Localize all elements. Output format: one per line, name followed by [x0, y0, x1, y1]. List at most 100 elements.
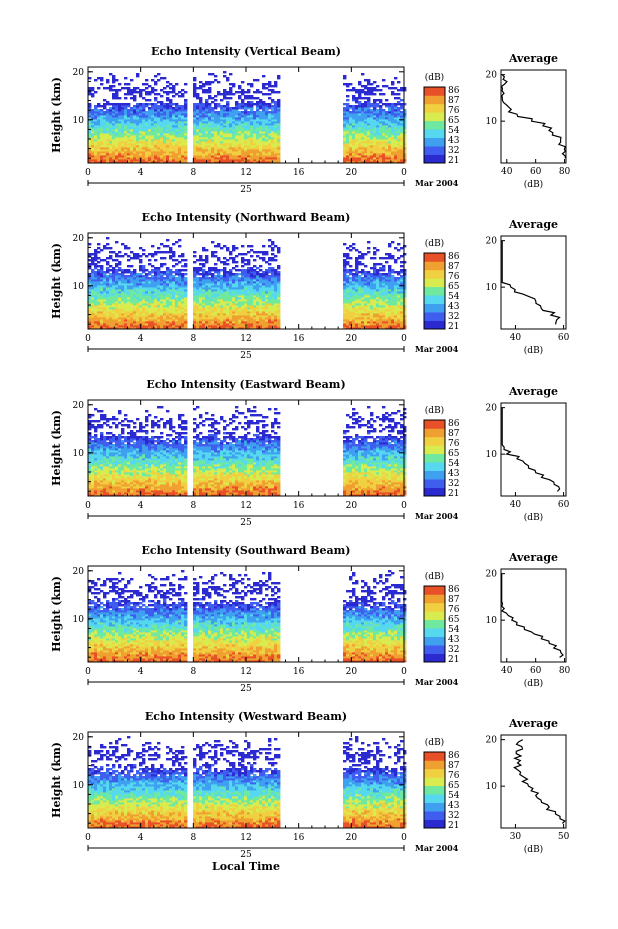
- heatmap-cell: [124, 115, 128, 118]
- heatmap-cell: [268, 161, 272, 164]
- heatmap-cell: [97, 139, 101, 142]
- heatmap-cell: [136, 131, 140, 134]
- heatmap-cell: [175, 127, 179, 130]
- heatmap-cell: [361, 325, 365, 328]
- heatmap-cell: [202, 159, 206, 162]
- heatmap-cell: [253, 155, 257, 158]
- heatmap-cell: [226, 149, 230, 152]
- heatmap-cell: [379, 121, 383, 124]
- heatmap-cell: [175, 313, 179, 316]
- heatmap-cell: [100, 141, 104, 144]
- heatmap-cell: [148, 125, 152, 128]
- heatmap-cell: [379, 129, 383, 132]
- heatmap-cell: [199, 115, 203, 118]
- heatmap-cell: [88, 137, 92, 140]
- heatmap-cell: [391, 109, 395, 112]
- heatmap-cell: [265, 325, 269, 328]
- heatmap-cell: [121, 305, 125, 308]
- heatmap-cell: [232, 315, 236, 318]
- heatmap-cell: [142, 125, 146, 128]
- heatmap-cell: [205, 149, 209, 152]
- heatmap-cell: [229, 145, 233, 148]
- heatmap-cell: [403, 119, 407, 122]
- heatmap-cell: [229, 89, 233, 92]
- heatmap-cell: [364, 321, 368, 324]
- heatmap-cell: [217, 135, 221, 138]
- heatmap-cell: [385, 133, 389, 136]
- heatmap-cell: [238, 111, 242, 114]
- heatmap-cell: [367, 143, 371, 146]
- heatmap-cell: [373, 125, 377, 128]
- heatmap-cell: [148, 91, 152, 94]
- heatmap-cell: [397, 121, 401, 124]
- heatmap-cell: [232, 147, 236, 150]
- heatmap-cell: [166, 139, 170, 142]
- heatmap-cell: [169, 125, 173, 128]
- heatmap-cell: [166, 317, 170, 320]
- heatmap-cell: [250, 325, 254, 328]
- heatmap-cell: [124, 311, 128, 314]
- heatmap-cell: [271, 143, 275, 146]
- heatmap-cell: [370, 327, 374, 330]
- heatmap-cell: [262, 321, 266, 324]
- heatmap-cell: [199, 159, 203, 162]
- heatmap-cell: [181, 117, 185, 120]
- heatmap-cell: [385, 103, 389, 106]
- heatmap-cell: [157, 323, 161, 326]
- heatmap-cell: [238, 125, 242, 128]
- heatmap-cell: [364, 157, 368, 160]
- heatmap-cell: [184, 129, 188, 132]
- heatmap-cell: [229, 133, 233, 136]
- heatmap-cell: [262, 145, 266, 148]
- heatmap-cell: [349, 119, 353, 122]
- heatmap-cell: [208, 155, 212, 158]
- heatmap-cell: [253, 147, 257, 150]
- heatmap-cell: [208, 153, 212, 156]
- heatmap-cell: [196, 121, 200, 124]
- colorbar-tick-label: 32: [448, 146, 459, 156]
- heatmap-cell: [235, 153, 239, 156]
- heatmap-cell: [277, 161, 281, 164]
- heatmap-cell: [349, 157, 353, 160]
- heatmap-cell: [250, 317, 254, 320]
- heatmap-cell: [358, 103, 362, 106]
- heatmap-cell: [151, 87, 155, 90]
- heatmap-cell: [124, 131, 128, 134]
- heatmap-cell: [364, 79, 368, 82]
- heatmap-cell: [244, 143, 248, 146]
- heatmap-cell: [184, 149, 188, 152]
- colorbar-tick-label: 21: [448, 156, 459, 166]
- heatmap-cell: [124, 323, 128, 326]
- heatmap-cell: [148, 137, 152, 140]
- heatmap-cell: [379, 89, 383, 92]
- heatmap-cell: [262, 93, 266, 96]
- heatmap-cell: [124, 135, 128, 138]
- heatmap-cell: [244, 311, 248, 314]
- heatmap-cell: [181, 121, 185, 124]
- heatmap-cell: [346, 129, 350, 132]
- heatmap-cell: [253, 307, 257, 310]
- heatmap-cell: [373, 115, 377, 118]
- heatmap-cell: [376, 109, 380, 112]
- heatmap-cell: [157, 153, 161, 156]
- heatmap-cell: [151, 317, 155, 320]
- heatmap-cell: [151, 313, 155, 316]
- heatmap-cell: [133, 305, 137, 308]
- heatmap-cell: [157, 147, 161, 150]
- heatmap-cell: [277, 117, 281, 120]
- heatmap-cell: [115, 149, 119, 152]
- heatmap-cell: [382, 321, 386, 324]
- heatmap-cell: [214, 313, 218, 316]
- heatmap-cell: [358, 105, 362, 108]
- heatmap-cell: [127, 83, 131, 86]
- heatmap-cell: [178, 317, 182, 320]
- heatmap-cell: [277, 103, 281, 106]
- heatmap-cell: [370, 129, 374, 132]
- heatmap-cell: [106, 101, 110, 104]
- heatmap-cell: [112, 103, 116, 106]
- heatmap-cell: [232, 137, 236, 140]
- heatmap-cell: [229, 129, 233, 132]
- heatmap-cell: [361, 309, 365, 312]
- heatmap-cell: [151, 153, 155, 156]
- heatmap-cell: [202, 315, 206, 318]
